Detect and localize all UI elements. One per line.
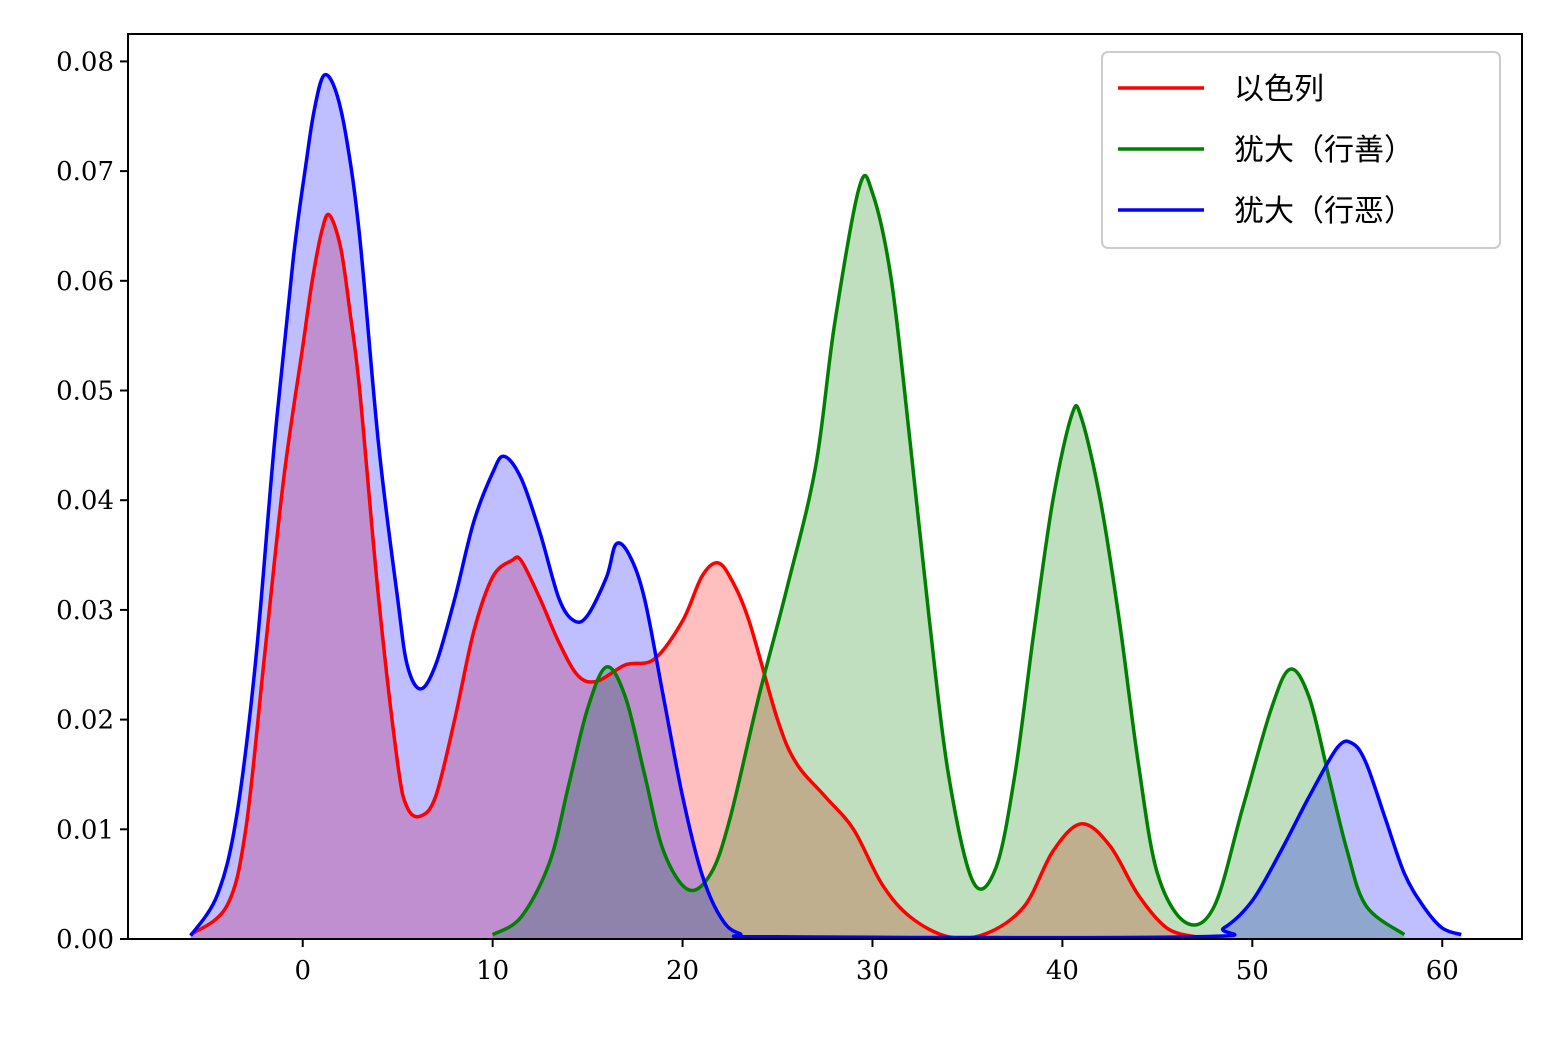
y-tick-label: 0.00	[56, 925, 114, 955]
y-tick-label: 0.04	[56, 486, 114, 516]
legend-box	[1101, 51, 1501, 249]
y-tick-label: 0.05	[56, 377, 114, 407]
series-2-line	[189, 72, 1462, 940]
series-1-line	[491, 173, 1406, 937]
y-tick-label: 0.08	[56, 47, 114, 77]
x-tick-label: 20	[666, 956, 699, 986]
plot-frame	[127, 33, 1523, 940]
y-tick-label: 0.02	[56, 706, 114, 736]
series-line-group	[189, 72, 1462, 941]
y-tick-label: 0.06	[56, 267, 114, 297]
series-0-line	[189, 212, 1196, 941]
series-fill-group	[190, 74, 1462, 939]
series-2-area	[190, 74, 1462, 939]
legend-label-1: 犹大（行善）	[1234, 133, 1414, 168]
y-tick-label: 0.01	[56, 815, 114, 845]
x-tick-label: 10	[476, 956, 509, 986]
x-axis: 0 10 20 30 40 50 60	[294, 939, 1459, 986]
y-axis: 0.00 0.01 0.02 0.03 0.04 0.05 0.06 0.07 0.08	[56, 47, 128, 955]
series-0-area	[190, 214, 1196, 939]
x-tick-label: 40	[1046, 956, 1079, 986]
y-tick-label: 0.03	[56, 596, 114, 626]
legend-label-0: 以色列	[1234, 72, 1324, 107]
x-tick-label: 60	[1426, 956, 1459, 986]
x-tick-label: 0	[294, 956, 311, 986]
legend-label-2: 犹大（行恶）	[1234, 194, 1414, 229]
y-tick-label: 0.07	[56, 157, 114, 187]
x-tick-label: 50	[1236, 956, 1269, 986]
x-tick-label: 30	[856, 956, 889, 986]
series-1-area	[492, 175, 1405, 939]
